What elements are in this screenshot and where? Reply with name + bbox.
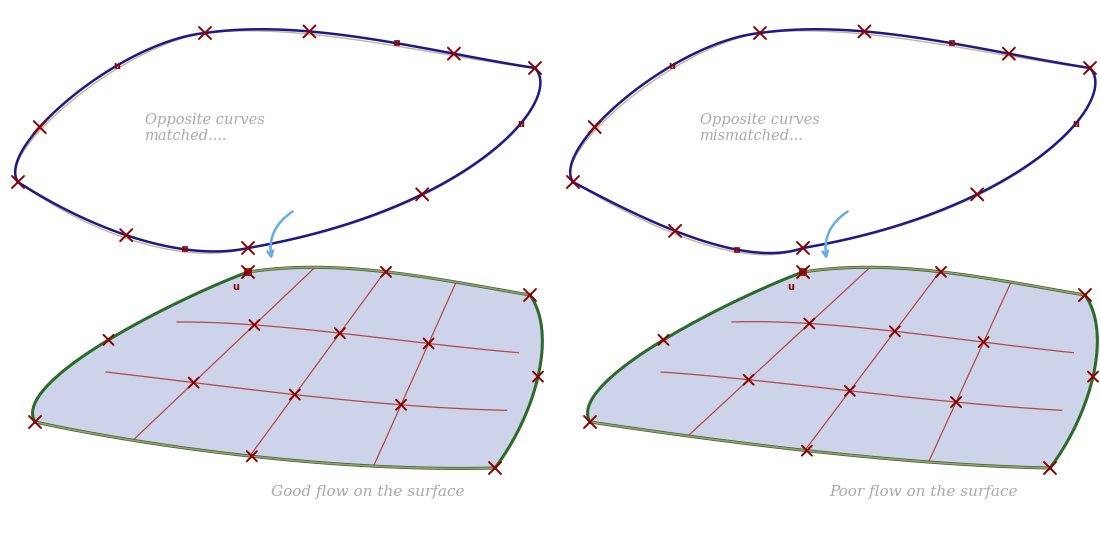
Bar (950, 41, 954, 45)
Bar (800, 269, 806, 275)
Text: u: u (1072, 119, 1079, 129)
Text: u: u (232, 282, 240, 292)
Text: Good flow on the surface: Good flow on the surface (272, 485, 464, 499)
Polygon shape (587, 267, 1098, 468)
Text: u: u (668, 61, 675, 71)
Text: u: u (788, 282, 794, 292)
Bar (395, 41, 399, 45)
Text: Opposite curves
matched....: Opposite curves matched.... (145, 113, 265, 143)
Text: u: u (517, 119, 524, 129)
Text: Opposite curves
mismatched...: Opposite curves mismatched... (700, 113, 820, 143)
Text: Poor flow on the surface: Poor flow on the surface (828, 485, 1018, 499)
Polygon shape (33, 267, 542, 468)
Bar (245, 269, 251, 275)
Text: u: u (113, 61, 120, 71)
Bar (183, 247, 187, 251)
Bar (735, 248, 739, 252)
